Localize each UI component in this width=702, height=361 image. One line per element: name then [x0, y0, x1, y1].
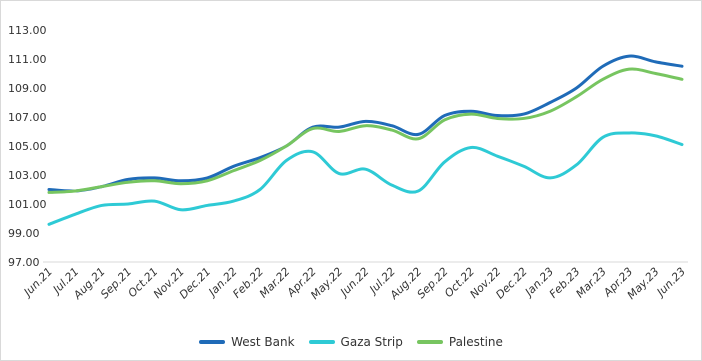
y-tick-label: 103.00	[8, 169, 47, 182]
series-lines	[47, 54, 684, 226]
x-tick-label: Jun.22	[336, 265, 371, 300]
legend-label: West Bank	[231, 335, 295, 349]
legend-label: Gaza Strip	[340, 335, 403, 349]
y-tick-label: 101.00	[8, 198, 47, 211]
y-tick-label: 109.00	[8, 82, 47, 95]
y-tick-label: 97.00	[8, 256, 40, 269]
legend-swatch	[308, 340, 335, 344]
y-axis: 97.00 99.00 101.00 103.00 105.00 107.00 109.00…	[8, 24, 47, 269]
chart-legend: West Bank Gaza Strip Palestine	[0, 335, 702, 349]
x-tick-label: Mar.23	[573, 265, 609, 301]
legend-label: Palestine	[448, 335, 503, 349]
y-tick-label: 113.00	[8, 24, 47, 37]
series-line-west-bank	[47, 54, 684, 193]
series-line-gaza-strip	[47, 131, 684, 226]
x-tick-label: Jun.23	[653, 265, 688, 300]
y-tick-label: 107.00	[8, 111, 47, 124]
legend-item-gaza-strip: Gaza Strip	[308, 335, 403, 349]
series-line-palestine	[47, 67, 684, 194]
legend-swatch	[199, 340, 226, 344]
legend-item-west-bank: West Bank	[199, 335, 295, 349]
x-tick-label: Mar.22	[257, 265, 293, 301]
x-tick-label: Jun.21	[20, 265, 55, 300]
legend-swatch	[416, 340, 443, 344]
y-tick-label: 99.00	[8, 227, 40, 240]
y-tick-label: 111.00	[8, 53, 47, 66]
y-tick-label: 105.00	[8, 140, 47, 153]
x-axis: Jun.21Jul.21Aug.21Sep.21Oct.21Nov.21Dec.…	[20, 261, 688, 302]
legend-item-palestine: Palestine	[416, 335, 503, 349]
